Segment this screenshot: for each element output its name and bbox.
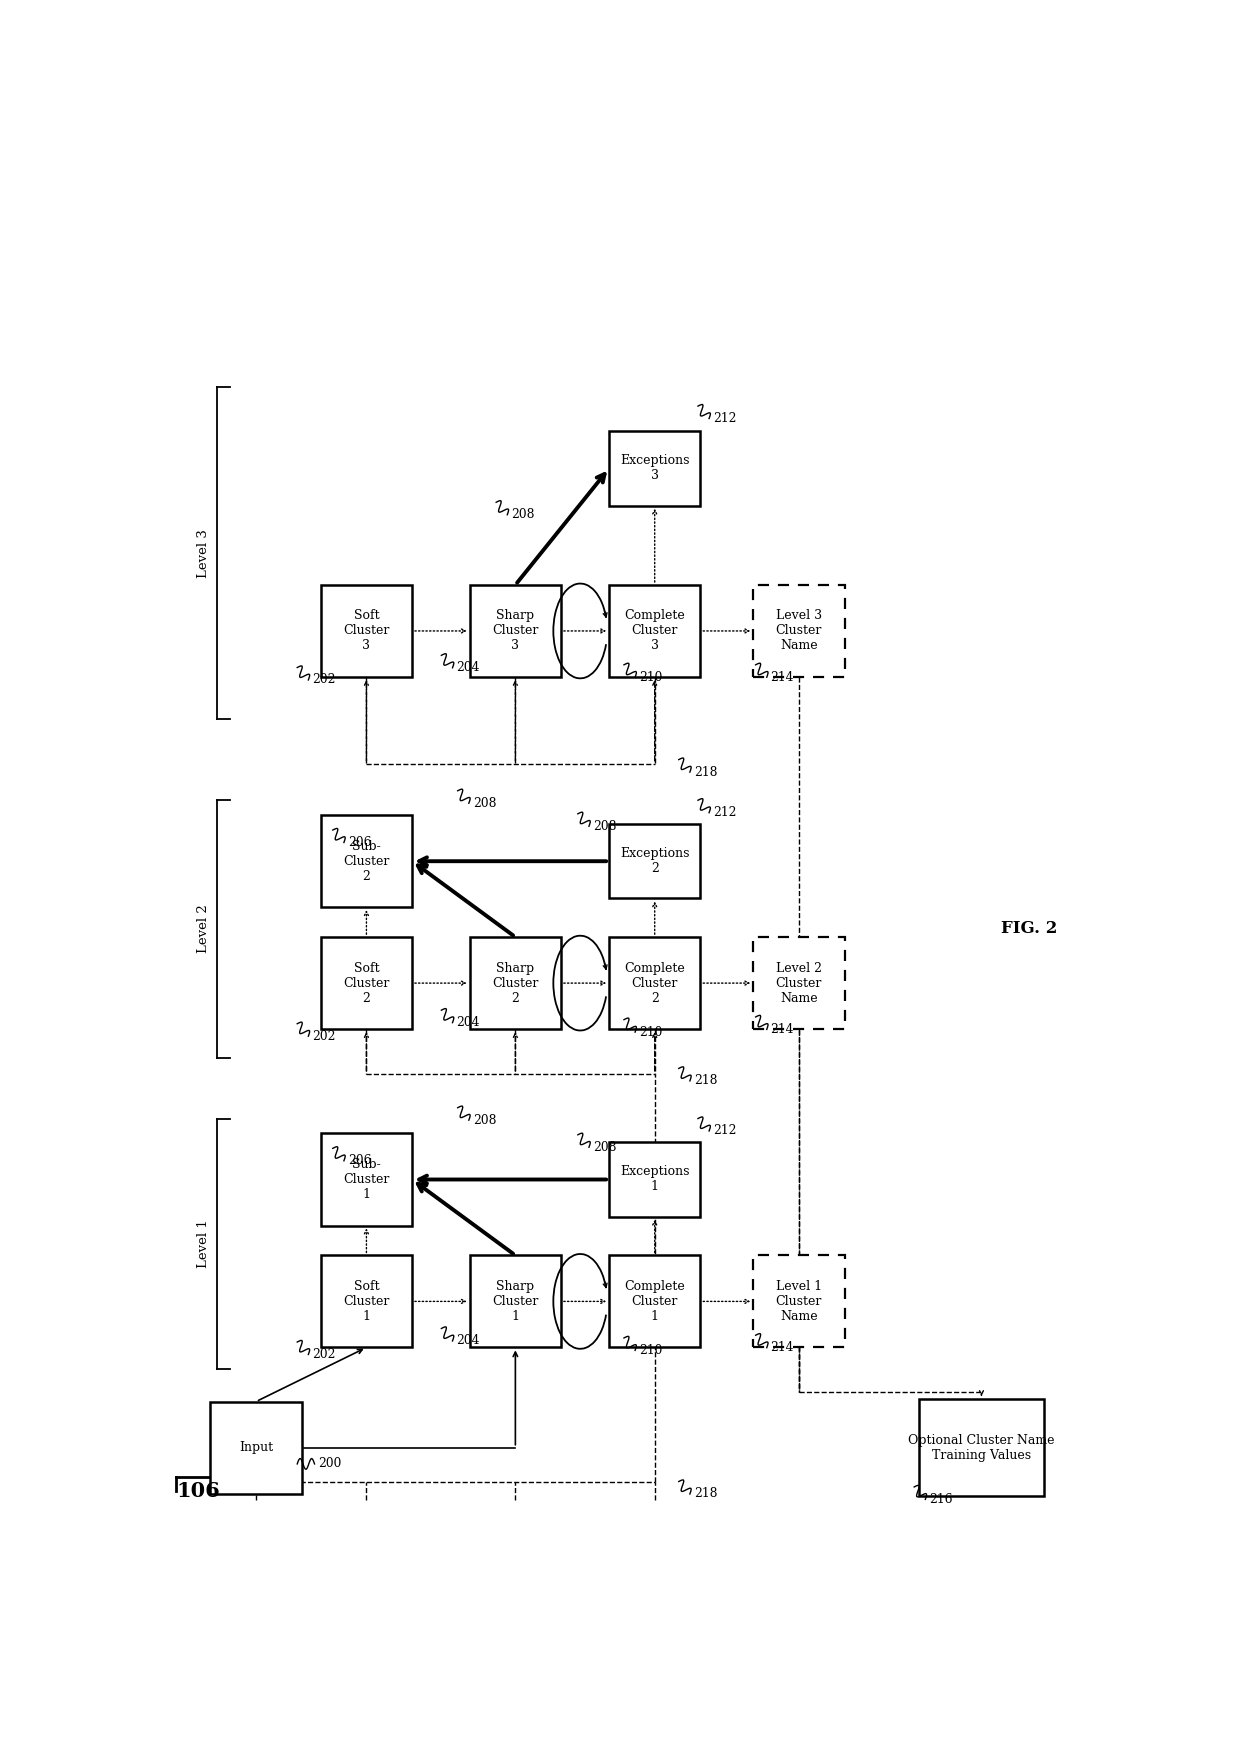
Text: 216: 216 — [929, 1493, 952, 1506]
Text: 214: 214 — [770, 1340, 794, 1354]
Text: Sub-
Cluster
2: Sub- Cluster 2 — [343, 839, 389, 883]
Text: Exceptions
3: Exceptions 3 — [620, 454, 689, 482]
Text: 212: 212 — [713, 412, 737, 426]
Bar — [609, 823, 701, 899]
Text: Complete
Cluster
1: Complete Cluster 1 — [625, 1281, 684, 1323]
Text: Soft
Cluster
2: Soft Cluster 2 — [343, 962, 389, 1004]
Text: Soft
Cluster
3: Soft Cluster 3 — [343, 609, 389, 653]
Text: 210: 210 — [639, 670, 662, 684]
Text: Level 1
Cluster
Name: Level 1 Cluster Name — [776, 1281, 822, 1323]
Text: FIG. 2: FIG. 2 — [1002, 920, 1058, 938]
Text: 202: 202 — [312, 1347, 336, 1361]
Text: 208: 208 — [511, 508, 534, 521]
Bar — [609, 938, 701, 1029]
Text: 218: 218 — [693, 1488, 717, 1500]
Text: 202: 202 — [312, 1029, 336, 1043]
Text: 202: 202 — [312, 674, 336, 686]
Bar — [321, 814, 412, 908]
Bar — [753, 586, 844, 677]
Text: Complete
Cluster
3: Complete Cluster 3 — [625, 609, 684, 653]
Bar — [609, 1256, 701, 1347]
Text: 212: 212 — [713, 1124, 737, 1138]
Text: 204: 204 — [456, 1017, 480, 1029]
Bar — [753, 938, 844, 1029]
Text: 208: 208 — [472, 1113, 496, 1128]
Bar — [609, 431, 701, 505]
Text: 208: 208 — [472, 797, 496, 809]
Text: 214: 214 — [770, 670, 794, 684]
Text: Sharp
Cluster
3: Sharp Cluster 3 — [492, 609, 538, 653]
Text: 204: 204 — [456, 661, 480, 674]
Text: 214: 214 — [770, 1024, 794, 1036]
Bar — [321, 938, 412, 1029]
Text: 218: 218 — [693, 765, 717, 779]
Bar — [919, 1398, 1044, 1497]
Text: Level 1: Level 1 — [197, 1219, 210, 1268]
Text: 204: 204 — [456, 1335, 480, 1347]
Bar — [321, 586, 412, 677]
Text: Sharp
Cluster
1: Sharp Cluster 1 — [492, 1281, 538, 1323]
Bar — [470, 586, 560, 677]
Bar — [321, 1133, 412, 1226]
Bar — [609, 586, 701, 677]
Text: 210: 210 — [639, 1344, 662, 1356]
Bar — [470, 1256, 560, 1347]
Text: Exceptions
1: Exceptions 1 — [620, 1166, 689, 1194]
Text: Level 2
Cluster
Name: Level 2 Cluster Name — [776, 962, 822, 1004]
Text: 212: 212 — [713, 806, 737, 820]
Text: 106: 106 — [176, 1481, 219, 1500]
Text: Level 2: Level 2 — [197, 904, 210, 953]
Text: Optional Cluster Name
Training Values: Optional Cluster Name Training Values — [908, 1434, 1055, 1462]
Text: Level 3: Level 3 — [197, 529, 210, 577]
Bar — [321, 1256, 412, 1347]
Text: 208: 208 — [593, 820, 616, 832]
Text: 206: 206 — [347, 1154, 371, 1168]
Bar — [609, 1142, 701, 1217]
Text: 200: 200 — [319, 1458, 342, 1471]
Bar — [470, 938, 560, 1029]
Text: Input: Input — [239, 1441, 273, 1455]
Bar — [211, 1402, 301, 1493]
Text: Sub-
Cluster
1: Sub- Cluster 1 — [343, 1157, 389, 1201]
Text: Exceptions
2: Exceptions 2 — [620, 848, 689, 876]
Text: 218: 218 — [693, 1075, 717, 1087]
Text: Complete
Cluster
2: Complete Cluster 2 — [625, 962, 684, 1004]
Text: 208: 208 — [593, 1142, 616, 1154]
Text: 210: 210 — [639, 1025, 662, 1038]
Text: 206: 206 — [347, 836, 371, 850]
Bar — [753, 1256, 844, 1347]
Text: Level 3
Cluster
Name: Level 3 Cluster Name — [776, 609, 822, 653]
Text: Sharp
Cluster
2: Sharp Cluster 2 — [492, 962, 538, 1004]
Text: Soft
Cluster
1: Soft Cluster 1 — [343, 1281, 389, 1323]
